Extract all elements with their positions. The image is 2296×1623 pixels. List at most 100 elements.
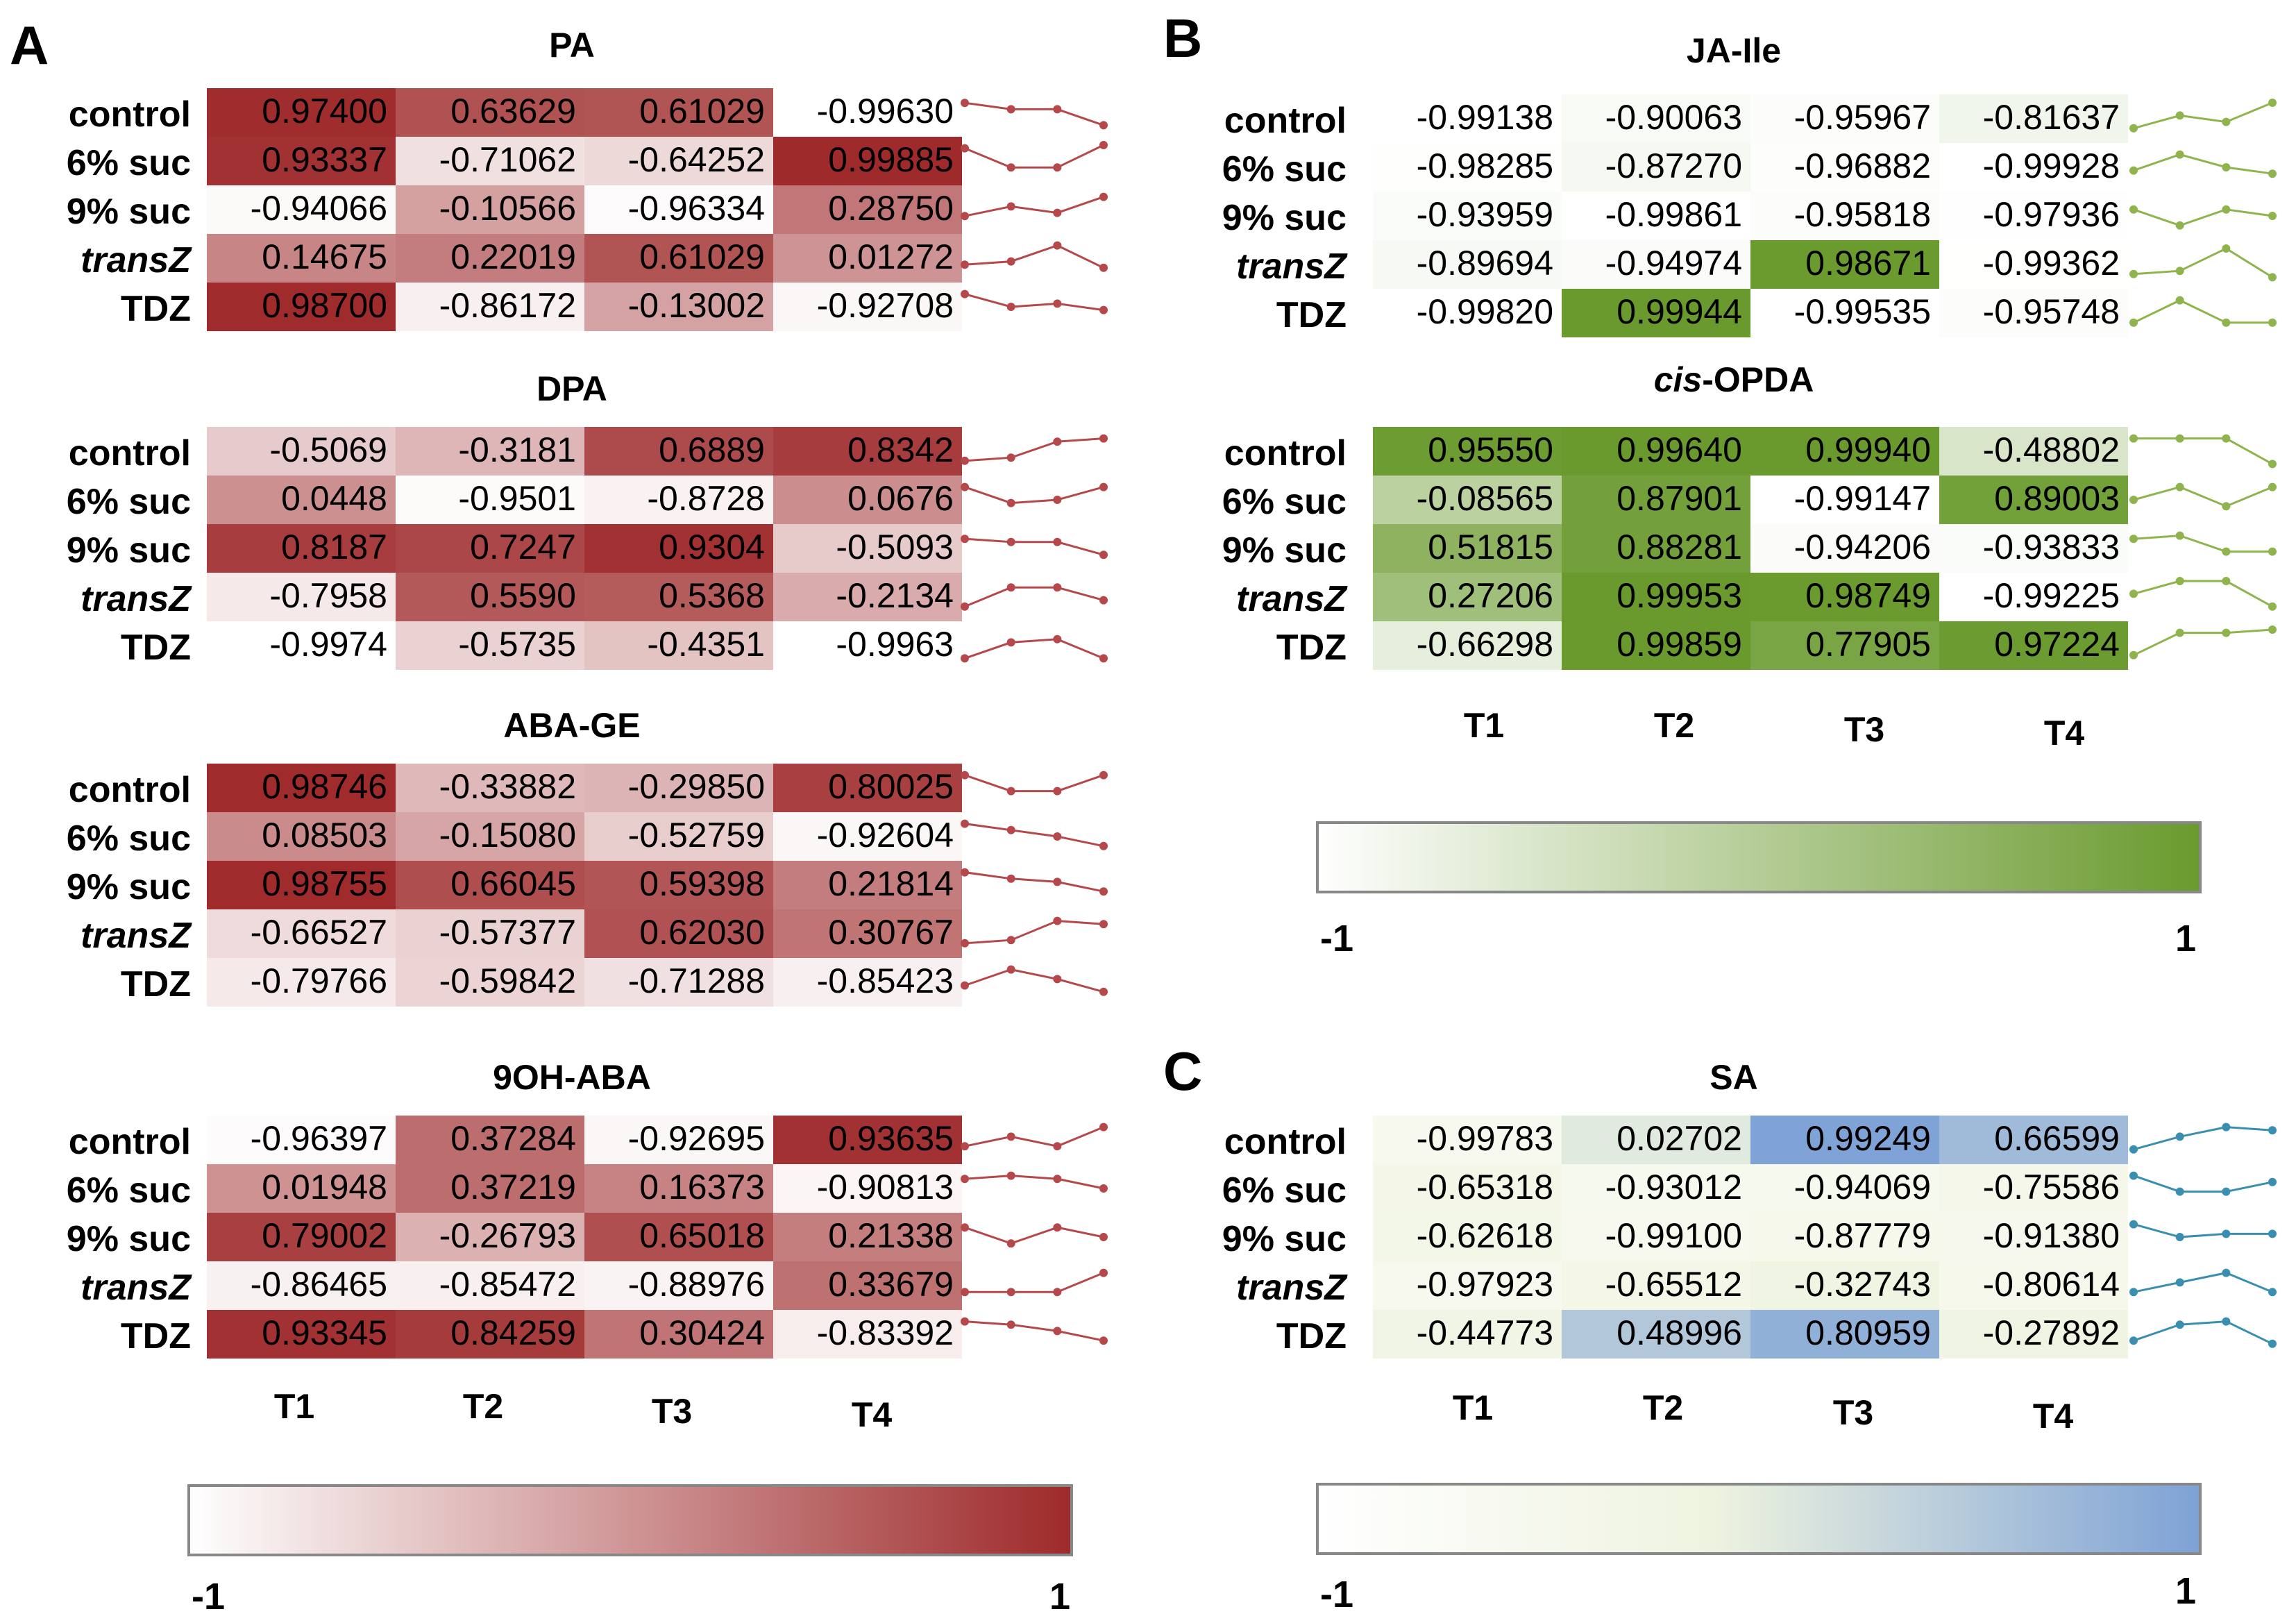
- cell-value: 0.63629: [450, 92, 576, 131]
- cell-value: -0.98285: [1417, 146, 1553, 185]
- cell-value: -0.65318: [1417, 1168, 1553, 1206]
- col-label-t2: T2: [1654, 706, 1694, 745]
- color-scale-bar: [187, 1484, 1073, 1556]
- row-label: 9% suc: [67, 867, 191, 907]
- trend-point: [2268, 169, 2277, 178]
- heatmap-cell: [584, 234, 773, 283]
- scale-max-label: 1: [2175, 918, 2196, 959]
- trend-point: [1006, 874, 1015, 883]
- cell-value: -0.99225: [1983, 576, 2120, 615]
- cell-value: -0.32743: [1794, 1265, 1931, 1304]
- heatmap-cell: [1562, 1116, 1750, 1164]
- heatmap-cell: [207, 621, 396, 670]
- color-scale-green: -1 1: [1316, 821, 2202, 959]
- cell-value: 0.37219: [450, 1168, 576, 1206]
- panel-letter-c: C: [1163, 1041, 1202, 1102]
- cell-value: -0.99783: [1417, 1119, 1553, 1158]
- trend-point: [2268, 1339, 2277, 1348]
- cell-value: -0.92695: [628, 1119, 765, 1158]
- cell-value: -0.99630: [817, 92, 954, 131]
- heatmap-title-suffix: -OPDA: [1702, 360, 1814, 399]
- trend-line: [964, 1126, 1104, 1147]
- cell-value: -0.99147: [1794, 479, 1931, 518]
- cell-value: 0.28750: [828, 189, 954, 228]
- cell-value: -0.48802: [1983, 430, 2120, 469]
- heatmap-cell: [1750, 1310, 1939, 1359]
- heatmap-cell: [584, 476, 773, 524]
- heatmap-cell: [396, 573, 584, 621]
- trend-point: [1053, 163, 1062, 172]
- cell-value: 0.0448: [281, 479, 387, 518]
- cell-value: 0.66599: [1994, 1119, 2120, 1158]
- trend-point: [2222, 244, 2231, 253]
- heatmap-cell: [773, 185, 962, 234]
- cell-value: 0.87901: [1617, 479, 1742, 518]
- heatmap-cell: [1750, 143, 1939, 192]
- trend-point: [1053, 208, 1062, 217]
- col-label-t4: T4: [2033, 1397, 2074, 1436]
- trend-point: [2222, 434, 2231, 443]
- heatmap-cell: [1562, 1213, 1750, 1261]
- heatmap-cell: [773, 1261, 962, 1310]
- trend-point: [1006, 105, 1015, 114]
- cell-value: -0.99138: [1417, 98, 1553, 137]
- cell-value: 0.65018: [639, 1216, 765, 1255]
- trend-point: [961, 99, 969, 108]
- trend-point: [1053, 241, 1062, 250]
- cell-value: 0.99859: [1617, 625, 1742, 664]
- trend-point: [2222, 1268, 2231, 1277]
- trend-point: [1053, 496, 1062, 504]
- heatmap-title: 9OH-ABA: [493, 1058, 651, 1097]
- cell-value: 0.16373: [639, 1168, 765, 1206]
- trend-point: [1099, 482, 1108, 491]
- cell-value: -0.62618: [1417, 1216, 1553, 1255]
- heatmap-cell: [584, 812, 773, 861]
- trend-point: [1006, 453, 1015, 462]
- heatmap-cell: [1373, 240, 1562, 289]
- trend-point: [1099, 192, 1108, 201]
- heatmap-cell: [773, 1164, 962, 1213]
- trend-point: [961, 1288, 969, 1297]
- heatmap-cell: [207, 764, 396, 812]
- cell-value: 0.33679: [828, 1265, 954, 1304]
- heatmap-cell: [773, 234, 962, 283]
- cell-value: 0.97400: [262, 92, 387, 131]
- cell-value: -0.5069: [269, 430, 387, 469]
- heatmap-cell: [207, 476, 396, 524]
- cell-value: 0.66045: [450, 864, 576, 903]
- heatmap-cell: [207, 185, 396, 234]
- cell-value: -0.29850: [628, 767, 765, 806]
- heatmap-cell: [207, 1116, 396, 1164]
- cell-value: -0.93833: [1983, 528, 2120, 566]
- trend-point: [2222, 205, 2231, 214]
- row-label: TDZ: [121, 628, 191, 668]
- col-label-t2: T2: [463, 1387, 503, 1426]
- trend-point: [2268, 1126, 2277, 1135]
- trend-point: [2129, 318, 2138, 327]
- trend-point: [2129, 124, 2138, 133]
- trend-line: [2133, 1272, 2273, 1293]
- color-scale-bar: [1316, 821, 2202, 893]
- trend-point: [1053, 437, 1062, 446]
- trend-point: [1099, 305, 1108, 314]
- cell-value: -0.87779: [1794, 1216, 1931, 1255]
- heatmap-cell: [1373, 1116, 1562, 1164]
- row-label: transZ: [1236, 246, 1348, 287]
- heatmap-cell: [773, 88, 962, 137]
- cell-value: -0.99928: [1983, 146, 2120, 185]
- trend-point: [1053, 1175, 1062, 1184]
- trend-point: [1099, 1336, 1108, 1345]
- heatmap-cell: [584, 524, 773, 573]
- trend-point: [961, 535, 969, 544]
- row-label: transZ: [1236, 1268, 1348, 1308]
- col-label-t1: T1: [274, 1387, 314, 1426]
- trend-point: [2129, 535, 2138, 544]
- heatmap-cell: [1939, 289, 2128, 337]
- heatmap-cell: [1562, 1164, 1750, 1213]
- heatmap-cell: [396, 88, 584, 137]
- trend-point: [2222, 163, 2231, 171]
- heatmap-cell: [207, 137, 396, 185]
- cell-value: -0.86172: [439, 286, 576, 325]
- trend-point: [2175, 531, 2184, 540]
- cell-value: 0.9304: [659, 528, 765, 566]
